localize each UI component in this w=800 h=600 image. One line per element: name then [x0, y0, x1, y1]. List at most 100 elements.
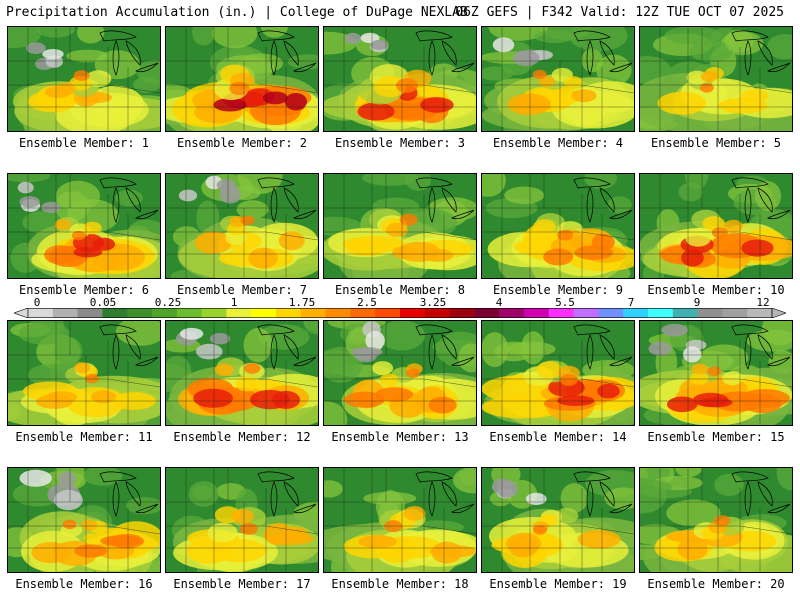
- ensemble-panel: Ensemble Member: 11: [7, 320, 161, 444]
- precip-field: [482, 27, 634, 131]
- colorbar-swatch: [573, 308, 599, 318]
- colorbar-swatch: [648, 308, 674, 318]
- colorbar-swatch: [598, 308, 624, 318]
- colorbar-swatch: [102, 308, 128, 318]
- precip-map: [323, 467, 477, 573]
- precip-field: [482, 468, 634, 572]
- colorbar-tick-label: 9: [693, 296, 701, 309]
- colorbar-swatch: [52, 308, 79, 318]
- ensemble-panel: Ensemble Member: 15: [639, 320, 793, 444]
- ensemble-panel: Ensemble Member: 7: [165, 173, 319, 297]
- colorbar-legend: 0 0.05 0.25 1 1.75 2.5 3.25 4 5.5 7 9 12: [0, 296, 800, 320]
- precip-field: [324, 468, 476, 572]
- header: Precipitation Accumulation (in.) | Colle…: [0, 0, 800, 24]
- ensemble-panel: Ensemble Member: 20: [639, 467, 793, 591]
- ensemble-member-label: Ensemble Member: 11: [15, 430, 153, 444]
- precip-field: [640, 27, 792, 131]
- colorbar-swatch: [176, 308, 203, 318]
- colorbar-tick-label: 12: [756, 296, 770, 309]
- precip-map: [481, 320, 635, 426]
- ensemble-panel: Ensemble Member: 12: [165, 320, 319, 444]
- precip-field: [166, 321, 318, 425]
- ensemble-member-label: Ensemble Member: 4: [492, 136, 624, 150]
- ensemble-member-label: Ensemble Member: 16: [15, 577, 153, 591]
- ensemble-member-label: Ensemble Member: 6: [18, 283, 150, 297]
- colorbar-swatch: [400, 308, 426, 318]
- precip-map: [323, 26, 477, 132]
- ensemble-member-label: Ensemble Member: 9: [492, 283, 624, 297]
- precip-map: [165, 320, 319, 426]
- precip-map: [7, 467, 161, 573]
- precip-map: [639, 173, 793, 279]
- ensemble-panel: Ensemble Member: 4: [481, 26, 635, 150]
- colorbar-tick-label: 0.05: [89, 296, 117, 309]
- ensemble-member-label: Ensemble Member: 19: [489, 577, 627, 591]
- colorbar-swatch: [325, 308, 351, 318]
- precip-field: [640, 321, 792, 425]
- colorbar-swatch: [201, 308, 227, 318]
- ensemble-member-label: Ensemble Member: 14: [489, 430, 627, 444]
- ensemble-member-label: Ensemble Member: 2: [176, 136, 308, 150]
- colorbar-swatch: [375, 308, 401, 318]
- ensemble-member-label: Ensemble Member: 13: [331, 430, 469, 444]
- colorbar-swatch: [77, 308, 103, 318]
- precip-map: [481, 173, 635, 279]
- colorbar-tick-labels: 0 0.05 0.25 1 1.75 2.5 3.25 4 5.5 7 9 12: [0, 296, 800, 309]
- ensemble-member-label: Ensemble Member: 10: [647, 283, 785, 297]
- precip-map: [639, 320, 793, 426]
- run-valid-time: 06Z GEFS | F342 Valid: 12Z TUE OCT 07 20…: [455, 5, 784, 20]
- precip-field: [166, 468, 318, 572]
- precip-map: [165, 26, 319, 132]
- ensemble-panel: Ensemble Member: 5: [639, 26, 793, 150]
- ensemble-panel: Ensemble Member: 17: [165, 467, 319, 591]
- precip-map: [323, 320, 477, 426]
- precip-field: [8, 321, 160, 425]
- precip-map: [165, 467, 319, 573]
- precip-field: [324, 174, 476, 278]
- ensemble-member-label: Ensemble Member: 8: [334, 283, 466, 297]
- colorbar-swatch: [127, 308, 153, 318]
- precip-field: [640, 174, 792, 278]
- colorbar-tick-label: 4: [495, 296, 503, 309]
- colorbar-right-arrow: [771, 308, 786, 318]
- ensemble-panel: Ensemble Member: 14: [481, 320, 635, 444]
- colorbar-outline: [27, 308, 773, 318]
- ensemble-member-label: Ensemble Member: 17: [173, 577, 311, 591]
- ensemble-member-label: Ensemble Member: 18: [331, 577, 469, 591]
- colorbar-swatch: [449, 308, 475, 318]
- colorbar-tick-label: 1: [230, 296, 238, 309]
- colorbar-gradient: [14, 308, 786, 318]
- precip-map: [481, 26, 635, 132]
- colorbar-swatch: [548, 308, 575, 318]
- colorbar-swatch: [276, 308, 302, 318]
- colorbar-swatch: [350, 308, 376, 318]
- colorbar-swatch: [152, 308, 178, 318]
- ensemble-panel: Ensemble Member: 13: [323, 320, 477, 444]
- precip-map: [7, 320, 161, 426]
- page-title: Precipitation Accumulation (in.) | Colle…: [6, 5, 468, 20]
- colorbar-swatch: [28, 308, 54, 318]
- colorbar-swatch: [499, 308, 525, 318]
- ensemble-panel: Ensemble Member: 8: [323, 173, 477, 297]
- precip-field: [482, 174, 634, 278]
- precip-field: [166, 27, 318, 131]
- ensemble-panel: Ensemble Member: 1: [7, 26, 161, 150]
- colorbar-swatch: [474, 308, 500, 318]
- colorbar-tick-label: 3.25: [419, 296, 447, 309]
- precip-map: [7, 26, 161, 132]
- precip-field: [8, 27, 160, 131]
- ensemble-member-label: Ensemble Member: 12: [173, 430, 311, 444]
- colorbar-swatch: [623, 308, 649, 318]
- precip-field: [324, 321, 476, 425]
- colorbar-tick-label: 5.5: [555, 296, 575, 309]
- colorbar-tick-label: 7: [627, 296, 635, 309]
- ensemble-panel: Ensemble Member: 10: [639, 173, 793, 297]
- precip-map: [639, 467, 793, 573]
- precip-map: [323, 173, 477, 279]
- ensemble-member-label: Ensemble Member: 3: [334, 136, 466, 150]
- ensemble-member-label: Ensemble Member: 20: [647, 577, 785, 591]
- colorbar-tick-label: 2.5: [357, 296, 377, 309]
- ensemble-panel: Ensemble Member: 19: [481, 467, 635, 591]
- colorbar-left-arrow: [14, 308, 29, 318]
- ensemble-member-label: Ensemble Member: 15: [647, 430, 785, 444]
